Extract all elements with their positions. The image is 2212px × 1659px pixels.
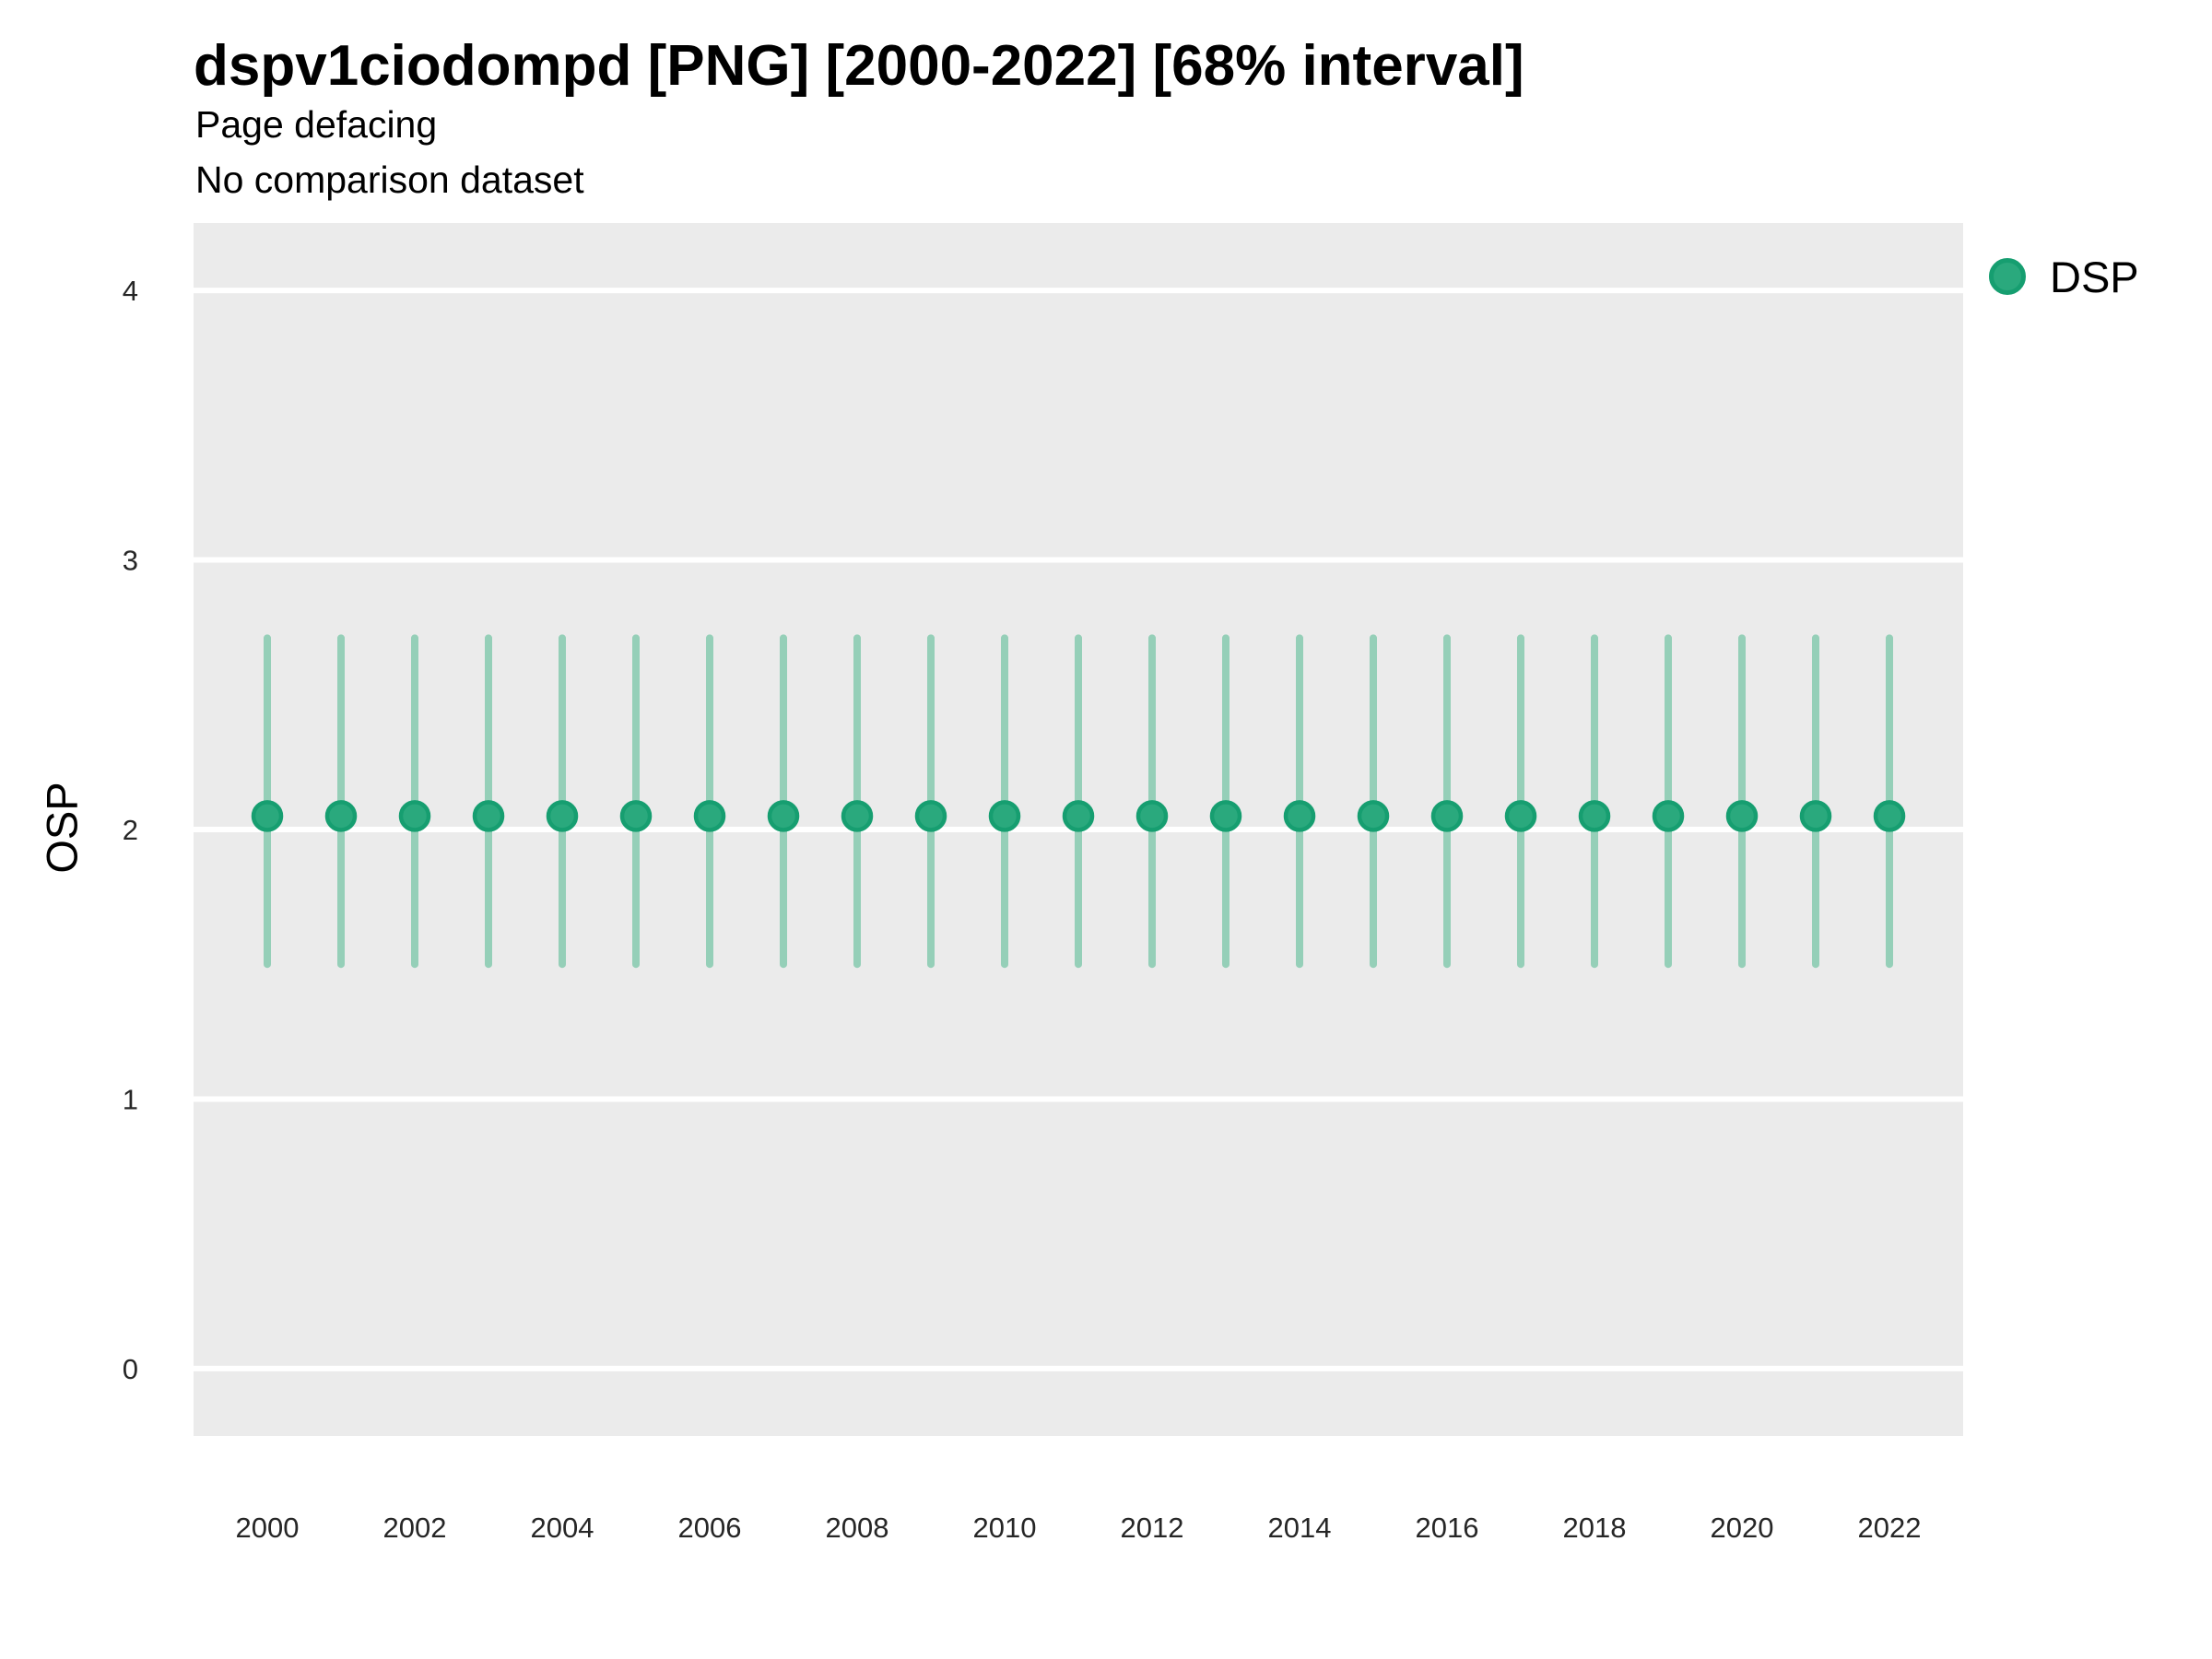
x-tick-label: 2002 [383,1512,447,1544]
legend: DSP [1989,249,2139,304]
data-point [1725,800,1759,832]
data-point [1209,800,1242,832]
x-tick-label: 2022 [1858,1512,1922,1544]
chart-subtitle: Page defacing [195,103,438,146]
data-point [1283,800,1316,832]
x-tick-label: 2008 [826,1512,889,1544]
data-point [767,800,800,832]
y-tick-label: 1 [123,1083,138,1115]
data-point [1357,800,1390,832]
data-point [914,800,947,832]
legend-marker-dsp-icon [1989,258,2026,295]
data-point [1799,800,1832,832]
chart-title: dspv1ciodompd [PNG] [2000-2022] [68% int… [194,34,1524,98]
x-tick-label: 2006 [678,1512,742,1544]
data-point [1504,800,1537,832]
x-tick-label: 2000 [236,1512,300,1544]
y-tick-label: 4 [123,275,138,307]
chart-note: No comparison dataset [195,159,584,201]
data-point [1430,800,1464,832]
data-point [472,800,505,832]
x-tick-label: 2010 [973,1512,1037,1544]
data-point [398,800,431,832]
x-tick-label: 2004 [531,1512,594,1544]
data-point [988,800,1021,832]
data-point [546,800,579,832]
x-tick-label: 2014 [1268,1512,1332,1544]
data-point [251,800,284,832]
legend-label-dsp: DSP [2050,252,2139,301]
data-point [1062,800,1095,832]
y-tick-label: 3 [123,545,138,577]
data-point [1135,800,1169,832]
x-tick-label: 2018 [1563,1512,1627,1544]
data-point [1873,800,1906,832]
data-point [841,800,874,832]
x-tick-label: 2016 [1416,1512,1479,1544]
x-tick-label: 2020 [1711,1512,1774,1544]
data-point [324,800,358,832]
y-tick-label: 2 [123,814,138,846]
data-point [619,800,653,832]
y-tick-label: 0 [123,1353,138,1385]
data-point [1652,800,1685,832]
data-point [1578,800,1611,832]
x-tick-label: 2012 [1121,1512,1184,1544]
data-point [693,800,726,832]
